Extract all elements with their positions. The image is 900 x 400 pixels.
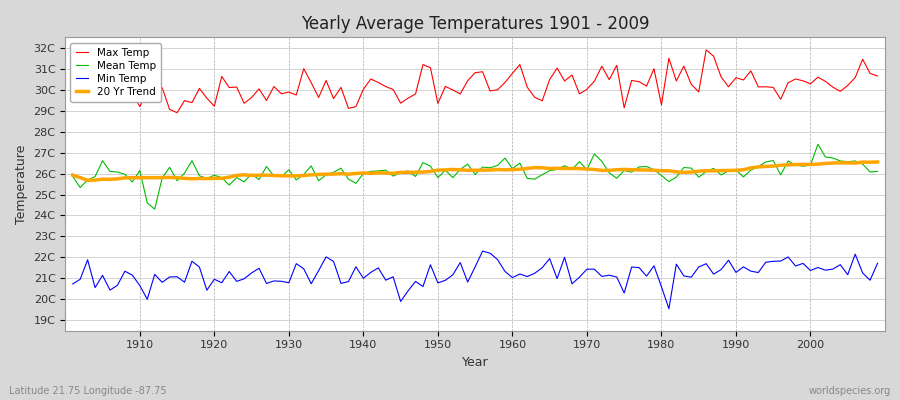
Line: Max Temp: Max Temp: [73, 50, 878, 113]
Min Temp: [507, 275, 517, 280]
Line: Mean Temp: Mean Temp: [73, 144, 878, 209]
Max Temp: [701, 48, 712, 52]
Title: Yearly Average Temperatures 1901 - 2009: Yearly Average Temperatures 1901 - 2009: [301, 15, 650, 33]
Min Temp: [515, 272, 526, 276]
Mean Temp: [604, 170, 615, 175]
X-axis label: Year: Year: [462, 356, 489, 369]
Min Temp: [291, 261, 302, 266]
20 Yr Trend: [343, 172, 354, 176]
Mean Temp: [343, 177, 354, 182]
20 Yr Trend: [872, 160, 883, 164]
Min Temp: [604, 273, 615, 278]
Text: worldspecies.org: worldspecies.org: [809, 386, 891, 396]
Min Temp: [127, 273, 138, 278]
20 Yr Trend: [134, 175, 145, 180]
Min Temp: [68, 282, 78, 286]
Max Temp: [515, 62, 526, 67]
Max Temp: [298, 66, 309, 71]
Min Temp: [663, 306, 674, 311]
20 Yr Trend: [298, 173, 309, 178]
Mean Temp: [127, 180, 138, 184]
20 Yr Trend: [507, 167, 517, 172]
Mean Temp: [298, 172, 309, 177]
Mean Temp: [507, 166, 517, 171]
Min Temp: [872, 261, 883, 266]
Max Temp: [172, 110, 183, 115]
Max Temp: [604, 77, 615, 82]
Max Temp: [507, 71, 517, 76]
Mean Temp: [149, 207, 160, 212]
Line: 20 Yr Trend: 20 Yr Trend: [73, 162, 878, 180]
Text: Latitude 21.75 Longitude -87.75: Latitude 21.75 Longitude -87.75: [9, 386, 166, 396]
20 Yr Trend: [515, 167, 526, 172]
Mean Temp: [813, 142, 824, 147]
Max Temp: [343, 106, 354, 111]
Mean Temp: [68, 174, 78, 179]
Max Temp: [872, 74, 883, 78]
Mean Temp: [515, 161, 526, 166]
20 Yr Trend: [82, 178, 93, 183]
Min Temp: [477, 249, 488, 254]
Max Temp: [127, 92, 138, 96]
Y-axis label: Temperature: Temperature: [15, 144, 28, 224]
20 Yr Trend: [604, 168, 615, 173]
20 Yr Trend: [68, 173, 78, 178]
Legend: Max Temp, Mean Temp, Min Temp, 20 Yr Trend: Max Temp, Mean Temp, Min Temp, 20 Yr Tre…: [70, 42, 161, 102]
Mean Temp: [872, 169, 883, 174]
Max Temp: [68, 80, 78, 85]
Min Temp: [336, 281, 346, 286]
Line: Min Temp: Min Temp: [73, 251, 878, 309]
